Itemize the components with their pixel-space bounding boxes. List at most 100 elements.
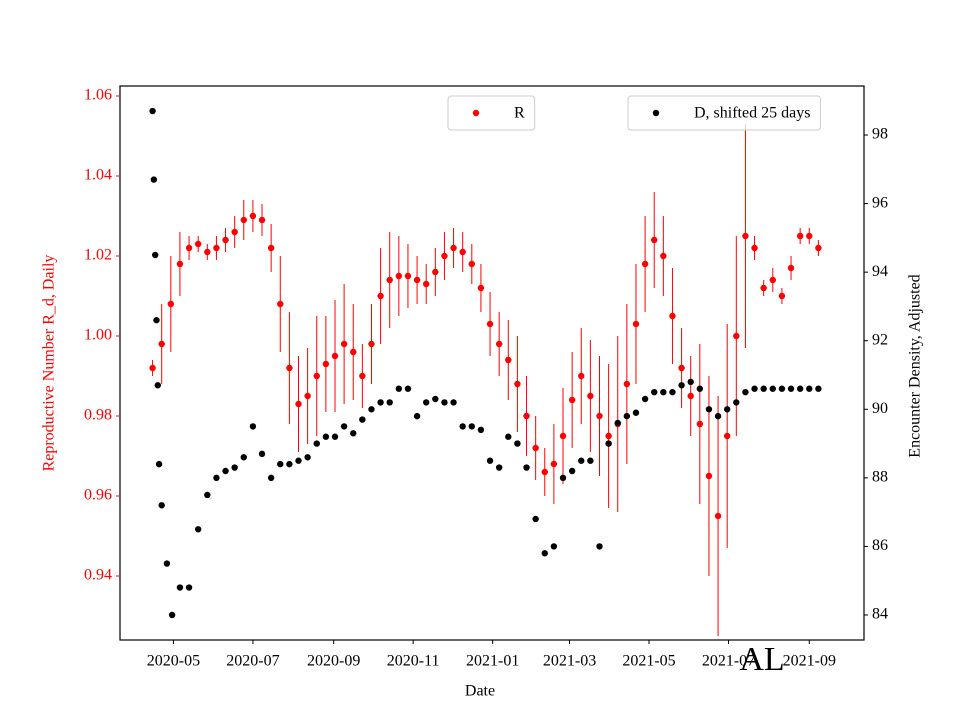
x-tick-label: 2020-09 — [307, 653, 360, 670]
point — [441, 252, 448, 260]
point — [459, 248, 466, 256]
x-tick-label: 2020-05 — [147, 653, 200, 670]
point — [796, 232, 804, 240]
point — [359, 372, 366, 380]
point — [304, 454, 311, 461]
legend-box — [627, 95, 821, 131]
point — [386, 276, 393, 284]
point — [733, 332, 740, 340]
y-tick-label: 1.00 — [84, 327, 112, 344]
point — [149, 364, 156, 372]
legend-box — [447, 95, 536, 131]
y2-tick-label: 90 — [872, 400, 888, 417]
point — [486, 457, 494, 464]
point — [723, 432, 731, 440]
y2-axis-label: Encounter Density, Adjusted — [907, 274, 924, 457]
point — [596, 412, 603, 420]
point — [350, 348, 357, 356]
point — [340, 423, 348, 430]
x-tick-label: 2021-07 — [702, 653, 755, 670]
point — [632, 409, 640, 416]
point — [751, 385, 758, 392]
y-tick-label: 0.94 — [84, 567, 112, 584]
point — [231, 228, 238, 236]
point — [176, 260, 184, 268]
point — [815, 244, 822, 252]
point — [523, 412, 530, 420]
point — [213, 474, 220, 482]
point — [568, 467, 576, 475]
point — [660, 388, 667, 396]
y2-tick-label: 94 — [872, 263, 888, 280]
point — [651, 388, 658, 396]
point — [714, 412, 722, 420]
point — [660, 252, 667, 260]
point — [404, 385, 412, 392]
point — [359, 416, 366, 423]
point — [249, 212, 257, 220]
point — [267, 244, 275, 252]
point — [541, 468, 548, 476]
point — [541, 550, 548, 557]
point — [578, 457, 585, 464]
point — [532, 515, 539, 523]
point — [222, 236, 229, 244]
point — [404, 272, 412, 280]
point — [167, 300, 175, 308]
y-tick-label: 0.98 — [84, 407, 112, 424]
point — [696, 420, 704, 428]
point — [778, 292, 786, 300]
point — [240, 454, 247, 461]
point — [450, 399, 457, 406]
point — [432, 395, 439, 403]
point — [514, 440, 521, 447]
point — [514, 380, 521, 388]
y2-tick-label: 88 — [872, 469, 888, 486]
point — [815, 385, 822, 392]
point — [185, 244, 193, 252]
y2-tick-label: 84 — [872, 606, 888, 623]
point — [669, 388, 676, 396]
legend-marker — [652, 109, 660, 117]
point — [258, 450, 266, 458]
point — [523, 464, 530, 471]
x-tick-label: 2021-03 — [543, 653, 596, 670]
point — [687, 392, 694, 400]
point — [751, 244, 758, 252]
point — [176, 584, 184, 591]
point — [806, 232, 813, 240]
point — [163, 560, 171, 567]
point — [313, 372, 320, 380]
point — [742, 232, 749, 240]
point — [632, 320, 640, 328]
point — [151, 251, 159, 259]
point — [623, 380, 631, 388]
point — [587, 457, 594, 464]
point — [687, 378, 694, 386]
y2-tick-label: 96 — [872, 194, 888, 211]
point — [331, 352, 339, 360]
point — [605, 432, 612, 440]
x-tick-label: 2020-11 — [387, 653, 440, 670]
point — [386, 399, 393, 406]
x-tick-label: 2021-01 — [466, 653, 519, 670]
point — [413, 412, 421, 420]
point — [158, 502, 165, 509]
point — [155, 460, 163, 468]
y2-tick-label: 98 — [872, 126, 888, 143]
x-tick-label: 2020-07 — [226, 653, 279, 670]
point — [286, 460, 293, 468]
point — [669, 312, 676, 320]
point — [532, 444, 539, 452]
point — [277, 460, 284, 468]
point — [204, 491, 211, 499]
y-tick-label: 0.96 — [84, 487, 112, 504]
point — [331, 433, 339, 440]
point — [153, 316, 160, 324]
point — [313, 440, 320, 447]
point — [150, 176, 158, 183]
point — [578, 372, 585, 380]
point — [468, 260, 476, 268]
point — [240, 216, 247, 224]
